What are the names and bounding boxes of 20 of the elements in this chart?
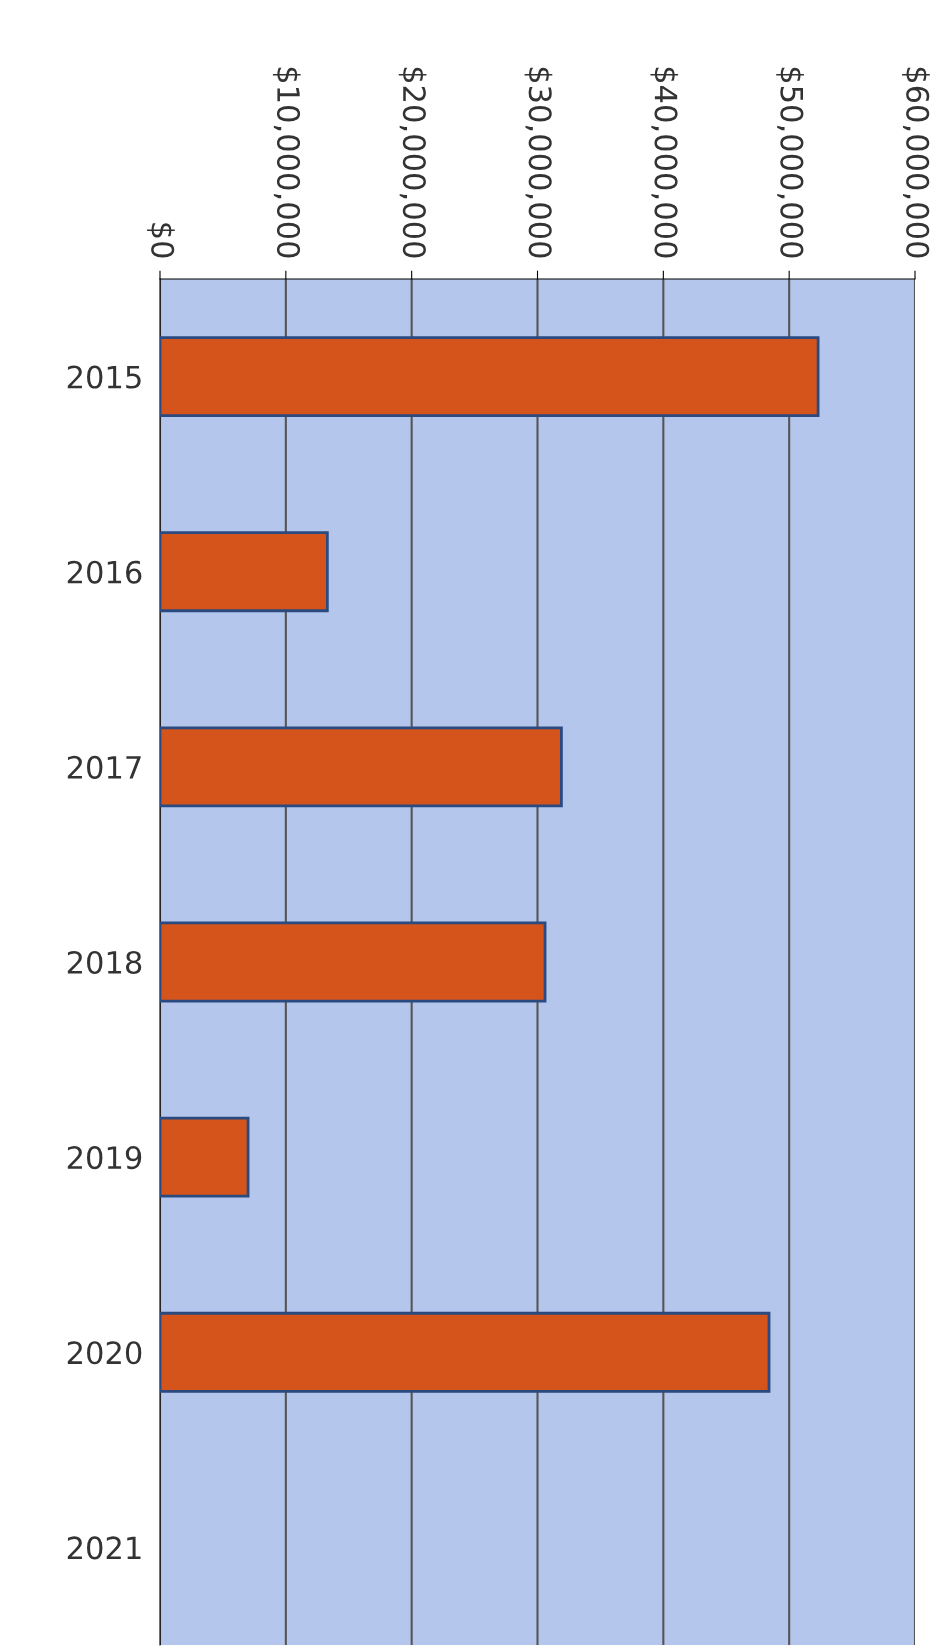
x-tick-label: $30,000,000 — [524, 67, 553, 258]
y-tick-label: 2019 — [67, 1146, 142, 1170]
bar — [160, 531, 329, 613]
y-tick-label: 2017 — [67, 755, 141, 779]
x-tick-label: $40,000,000 — [650, 67, 679, 258]
x-tick-label: $10,000,000 — [272, 67, 301, 258]
x-tick-label: $0 — [147, 223, 175, 258]
x-tick-label: $20,000,000 — [398, 67, 427, 258]
y-tick-label: 2018 — [67, 950, 142, 975]
y-tick-label: 2020 — [67, 1341, 142, 1365]
x-tick-label: $50,000,000 — [776, 67, 804, 258]
y-tick-label: 2015 — [67, 365, 141, 389]
bar — [160, 921, 547, 1003]
bar — [160, 726, 563, 808]
bar — [160, 1116, 250, 1198]
bar — [160, 336, 820, 417]
y-tick-label: 2016 — [67, 560, 142, 584]
y-tick-label: 2021 — [67, 1536, 141, 1560]
bar — [160, 1311, 771, 1393]
x-tick-label: $60,000,000 — [902, 67, 930, 258]
